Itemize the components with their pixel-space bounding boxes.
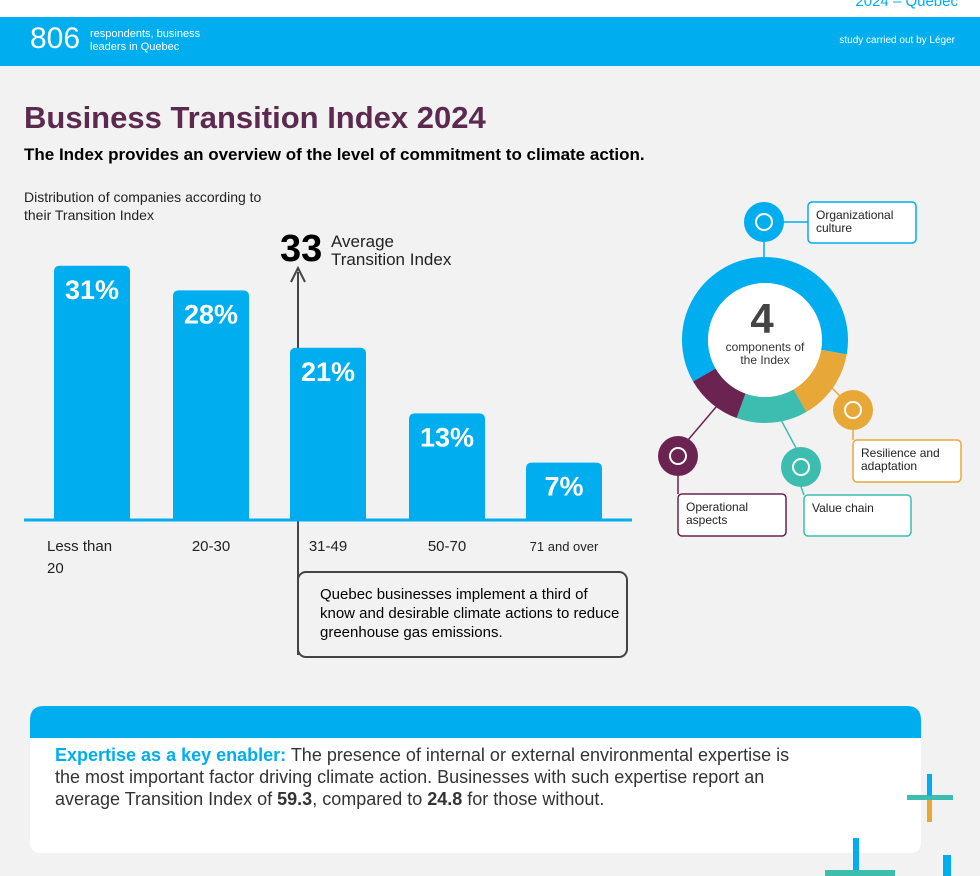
icon-glyph — [844, 401, 862, 419]
bar — [54, 265, 130, 520]
donut-hole — [708, 283, 822, 397]
x-tick-label: 71 and over — [529, 539, 599, 554]
footer-lead: Expertise as a key enabler: — [55, 745, 287, 765]
icon — [781, 447, 821, 487]
note-box — [297, 571, 628, 658]
label-box — [677, 493, 787, 537]
component-label: Operational aspects — [686, 500, 749, 527]
bar — [526, 462, 602, 520]
label-box — [852, 439, 962, 483]
count-label: respondents, business leaders in Quebec — [90, 28, 201, 53]
components-label: components of the Index — [725, 340, 805, 367]
x-tick-label: 50-70 — [427, 538, 467, 555]
connector — [800, 486, 805, 496]
footer-text3: for those without. — [462, 789, 605, 809]
count: 806 — [30, 22, 81, 55]
header-band — [0, 17, 980, 66]
footer-band — [30, 706, 921, 738]
icon — [744, 202, 784, 242]
connector — [687, 399, 723, 441]
footer-without: 24.8 — [427, 789, 463, 809]
component-label: Value chain — [812, 501, 874, 515]
label-box — [803, 494, 912, 537]
components-count: 4 — [750, 295, 774, 342]
bar — [173, 290, 249, 520]
value-label: 21% — [301, 357, 355, 387]
donut-segment — [693, 368, 746, 418]
subtitle: The Index provides an overview of the le… — [24, 145, 645, 164]
x-tick-label: Less than 20 — [47, 538, 113, 577]
title: Business Transition Index 2024 — [24, 100, 486, 135]
bar — [409, 413, 485, 520]
value-label: 13% — [420, 423, 474, 453]
x-tick-label: 31-49 — [308, 538, 348, 555]
connector — [779, 417, 797, 449]
bar — [290, 347, 366, 520]
value-label: 28% — [184, 300, 238, 330]
footer-box — [30, 738, 921, 853]
arrow-head — [290, 265, 306, 283]
donut-segment — [682, 257, 848, 382]
note: Quebec businesses implement a third of k… — [320, 586, 620, 641]
credit: study carried out by Léger — [839, 35, 955, 46]
donut-segment — [793, 349, 847, 412]
footer-with: 59.3 — [277, 789, 313, 809]
icon — [833, 390, 873, 430]
value-label: 7% — [544, 472, 583, 502]
decoration — [825, 774, 953, 876]
icon-glyph — [669, 447, 687, 465]
donut: 4 — [658, 201, 962, 537]
x-tick-label: 20-30 — [191, 538, 231, 555]
component-label: Organizational culture — [816, 208, 894, 235]
average-value: 33 — [280, 228, 323, 270]
footer-text1: The presence of internal or external env… — [55, 745, 790, 809]
component-label: Resilience and adaptation — [861, 446, 940, 473]
icon — [658, 436, 698, 476]
donut-segment — [736, 389, 807, 423]
value-label: 31% — [65, 275, 119, 305]
top-right: 2024 – Quebec — [855, 0, 958, 10]
average-label: Average Transition Index — [331, 232, 452, 269]
footer-text2: , compared to — [312, 789, 428, 809]
connector — [821, 377, 841, 397]
icon-glyph — [755, 213, 773, 231]
footer-text: Expertise as a key enabler: The presence… — [55, 744, 815, 810]
icon-glyph — [792, 458, 810, 476]
label-box — [807, 201, 917, 244]
top-strip — [0, 0, 980, 17]
chart-title: Distribution of companies according to t… — [24, 189, 262, 223]
